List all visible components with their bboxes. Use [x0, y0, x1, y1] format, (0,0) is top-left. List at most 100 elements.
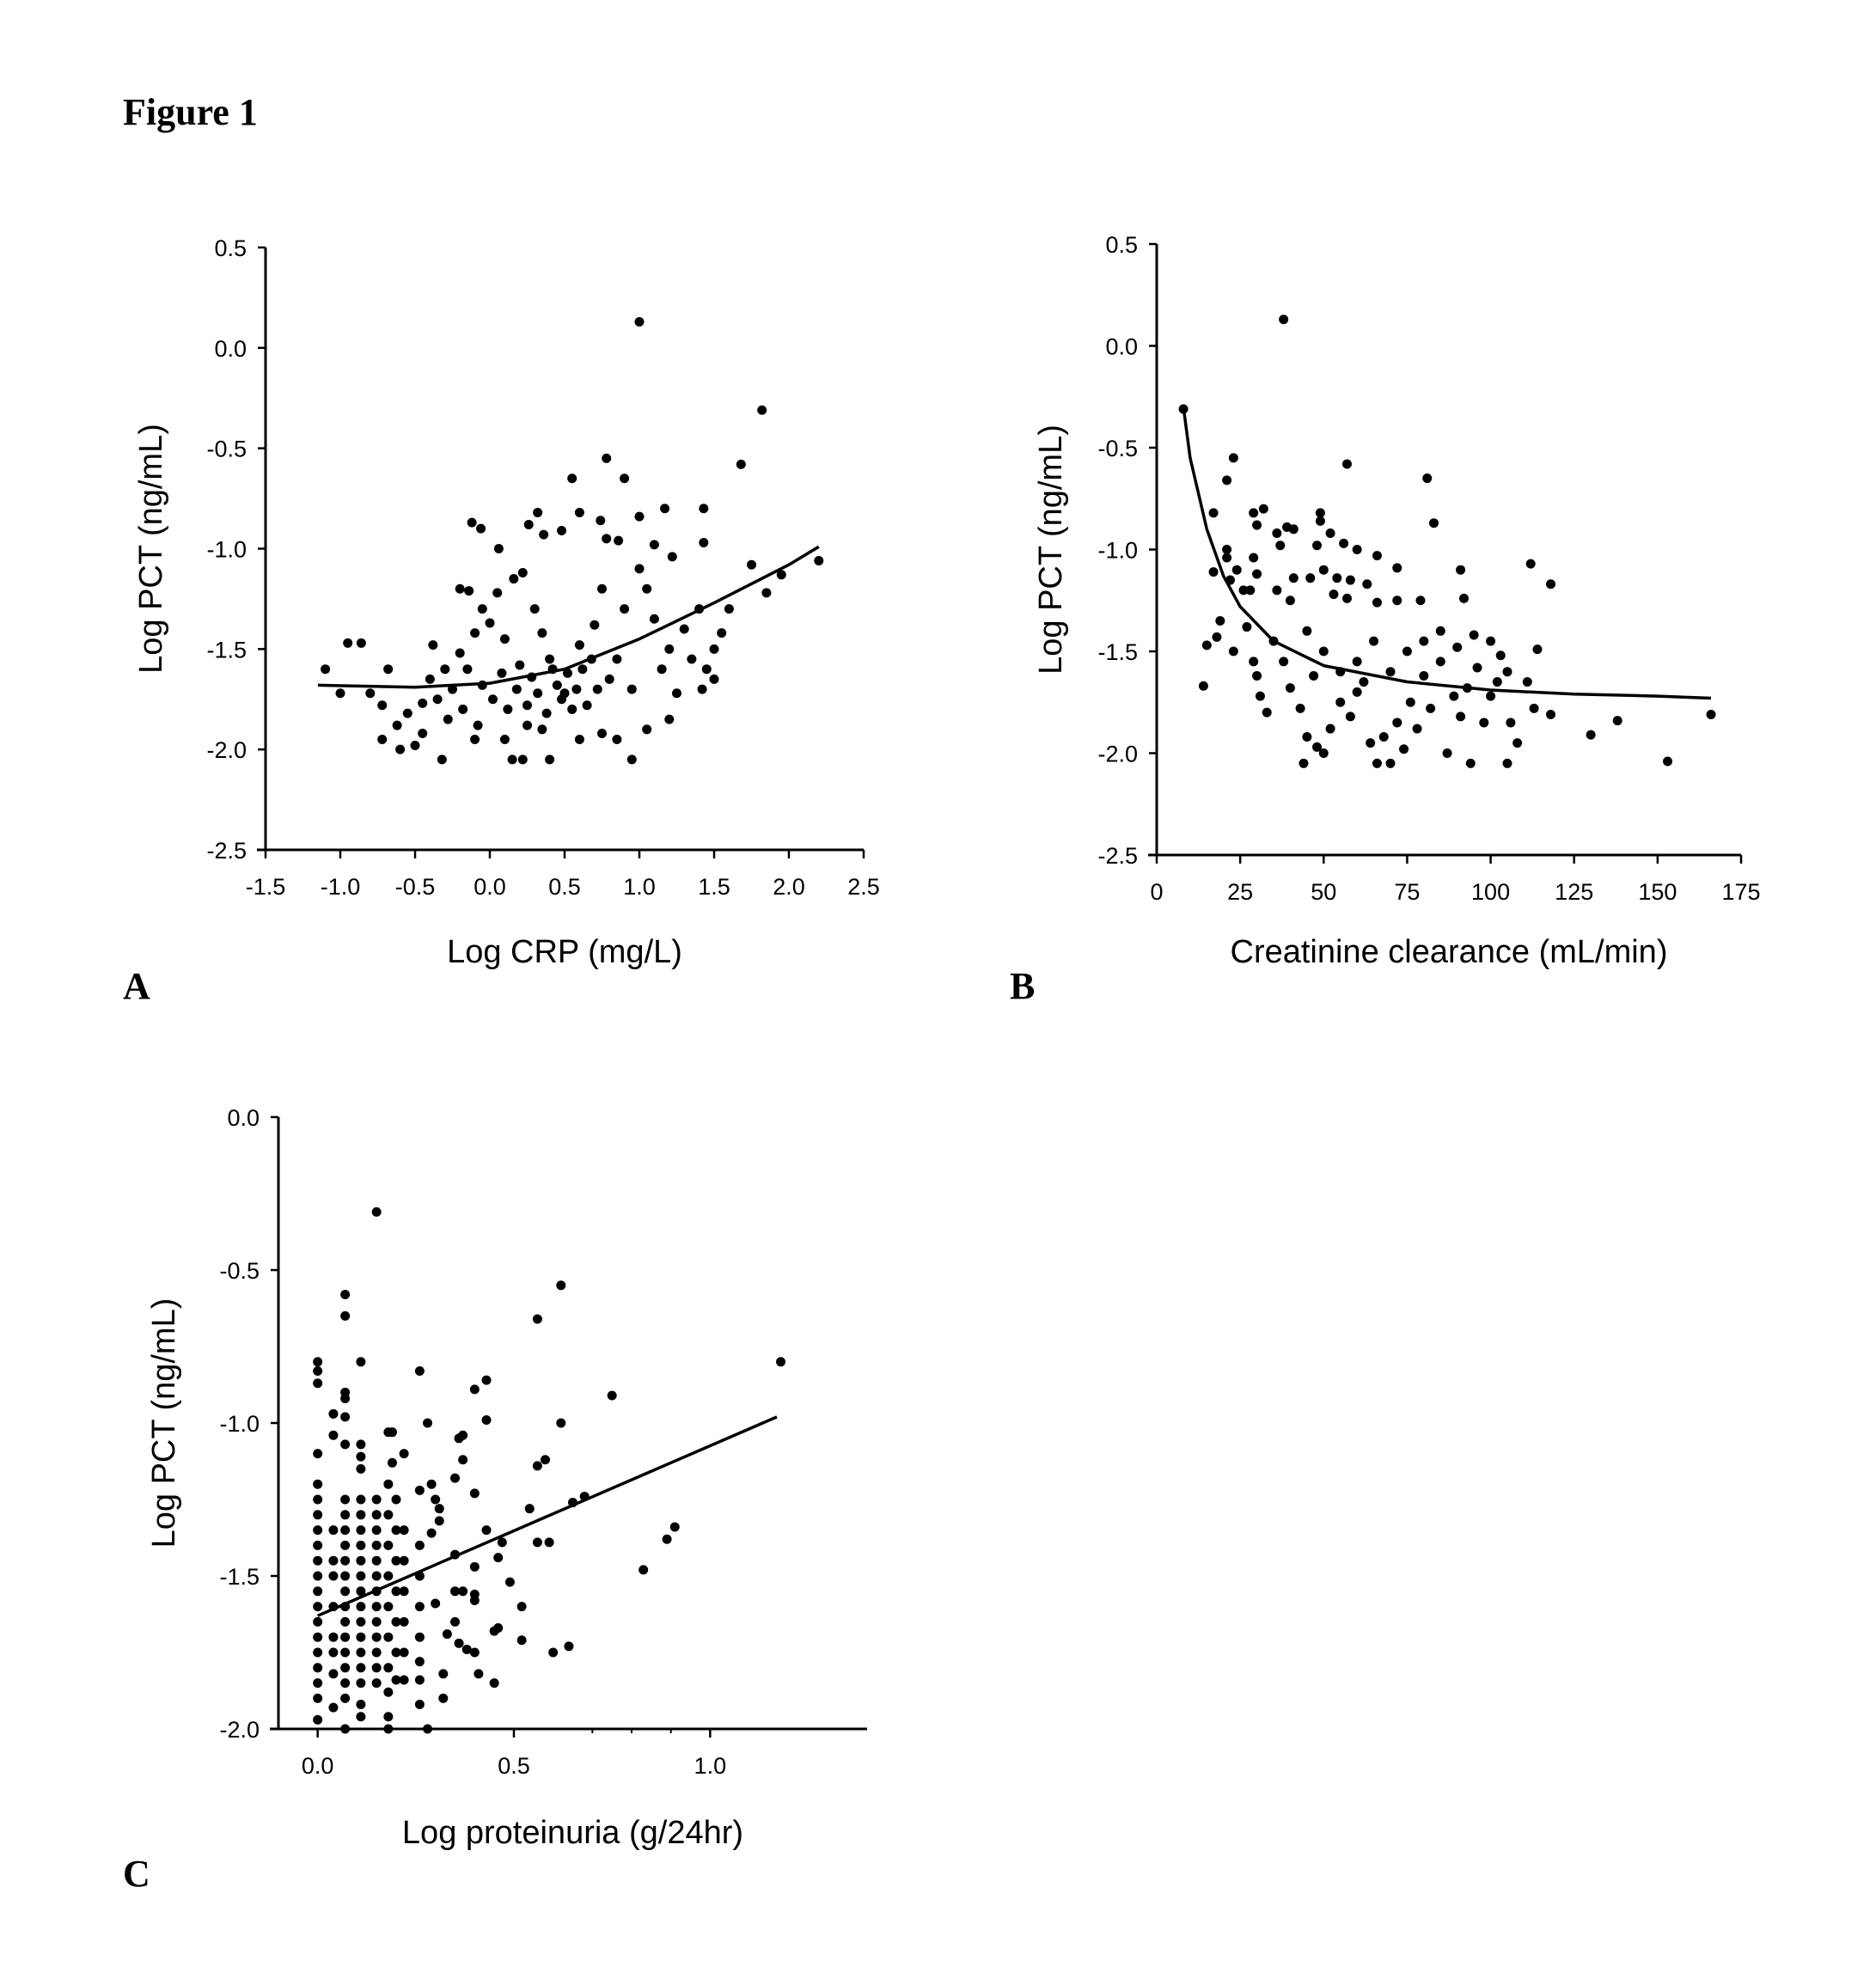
data-point: [356, 1712, 366, 1722]
data-point: [642, 583, 652, 594]
data-point: [574, 507, 584, 517]
data-point: [1272, 528, 1282, 539]
data-point: [1222, 553, 1232, 563]
data-point: [383, 1571, 394, 1581]
data-point: [426, 1479, 437, 1489]
y-tick-label: -1.0: [1097, 538, 1138, 564]
data-point: [391, 1647, 401, 1658]
data-point: [757, 405, 767, 415]
data-point: [709, 674, 719, 684]
data-point: [340, 1439, 351, 1450]
x-tick-label: 25: [1227, 879, 1253, 905]
data-point: [516, 1635, 527, 1646]
data-point: [497, 1537, 507, 1548]
data-point: [356, 638, 366, 648]
data-point: [532, 1314, 542, 1324]
data-point: [1422, 473, 1433, 484]
data-point: [1486, 636, 1496, 646]
data-point: [493, 1553, 504, 1563]
chart-panel-b: 0.5 0.0 -0.5 -1.0 -1.5 -2.0 -2.5 0 25 50 75 100 125 1…: [1010, 232, 1761, 1007]
data-point: [507, 754, 517, 765]
data-point: [612, 654, 622, 664]
y-axis-label: Log PCT (ng/mL): [146, 1298, 182, 1548]
data-point: [747, 559, 756, 570]
data-point: [462, 664, 473, 675]
data-point: [448, 684, 457, 694]
x-tick-label: 50: [1311, 879, 1336, 905]
data-point: [1366, 738, 1376, 748]
data-point: [1295, 703, 1305, 713]
data-point: [423, 1724, 433, 1734]
data-point: [1385, 667, 1396, 677]
data-point: [634, 316, 645, 327]
data-point: [356, 1571, 366, 1581]
data-point: [313, 1555, 323, 1566]
data-point: [1249, 508, 1259, 518]
data-point: [699, 537, 709, 547]
regression-line: [317, 1415, 778, 1617]
data-point: [544, 1537, 554, 1548]
data-point: [328, 1430, 339, 1440]
y-tick-label: -0.5: [206, 437, 247, 462]
data-point: [1312, 742, 1323, 752]
data-point: [557, 694, 567, 705]
data-point: [1392, 718, 1402, 728]
x-tick-label: -0.5: [395, 874, 436, 900]
data-point: [1252, 569, 1262, 579]
data-point: [458, 704, 468, 714]
data-point: [1279, 657, 1289, 667]
regression-line: [1182, 406, 1712, 700]
data-point: [383, 1712, 394, 1722]
data-point: [541, 708, 552, 718]
data-point: [356, 1602, 366, 1612]
data-point: [432, 694, 443, 705]
y-tick-label: -2.5: [1097, 843, 1138, 869]
data-point: [1495, 650, 1506, 661]
data-point: [383, 1540, 394, 1550]
data-point: [356, 1463, 366, 1474]
data-point: [402, 708, 412, 718]
data-point: [450, 1473, 460, 1483]
data-point: [356, 1555, 366, 1566]
data-point: [1546, 579, 1556, 589]
data-point: [1502, 667, 1512, 677]
data-point: [383, 1602, 394, 1612]
data-point: [545, 654, 555, 664]
data-point: [814, 556, 824, 566]
data-point: [1325, 724, 1335, 734]
data-point: [523, 519, 534, 529]
data-point: [1249, 657, 1259, 667]
data-point: [1305, 573, 1316, 583]
data-point: [539, 529, 549, 540]
data-point: [410, 740, 420, 750]
data-point: [423, 1418, 433, 1428]
data-point: [340, 1616, 351, 1627]
data-point: [473, 720, 483, 730]
data-point: [1369, 636, 1379, 646]
data-point: [434, 1516, 444, 1526]
data-point: [1532, 644, 1543, 655]
data-point: [467, 517, 477, 528]
data-point: [1452, 642, 1463, 652]
data-point: [391, 1675, 401, 1685]
data-point: [313, 1510, 323, 1520]
data-point: [458, 1455, 468, 1465]
data-point: [356, 1586, 366, 1597]
data-point: [340, 1494, 351, 1505]
data-point: [701, 664, 712, 675]
data-point: [1506, 718, 1516, 728]
data-point: [582, 700, 592, 711]
data-point: [1378, 732, 1389, 742]
data-point: [1492, 677, 1502, 687]
data-point: [1419, 670, 1429, 681]
data-point: [477, 604, 487, 614]
data-point: [365, 688, 376, 699]
data-point: [469, 1647, 480, 1658]
y-tick-label: 0.5: [1105, 232, 1138, 258]
data-point: [1465, 758, 1476, 768]
data-point: [469, 1384, 480, 1395]
data-point: [1372, 551, 1382, 561]
data-point: [1419, 636, 1429, 646]
data-point: [537, 628, 547, 638]
data-point: [1275, 541, 1286, 551]
